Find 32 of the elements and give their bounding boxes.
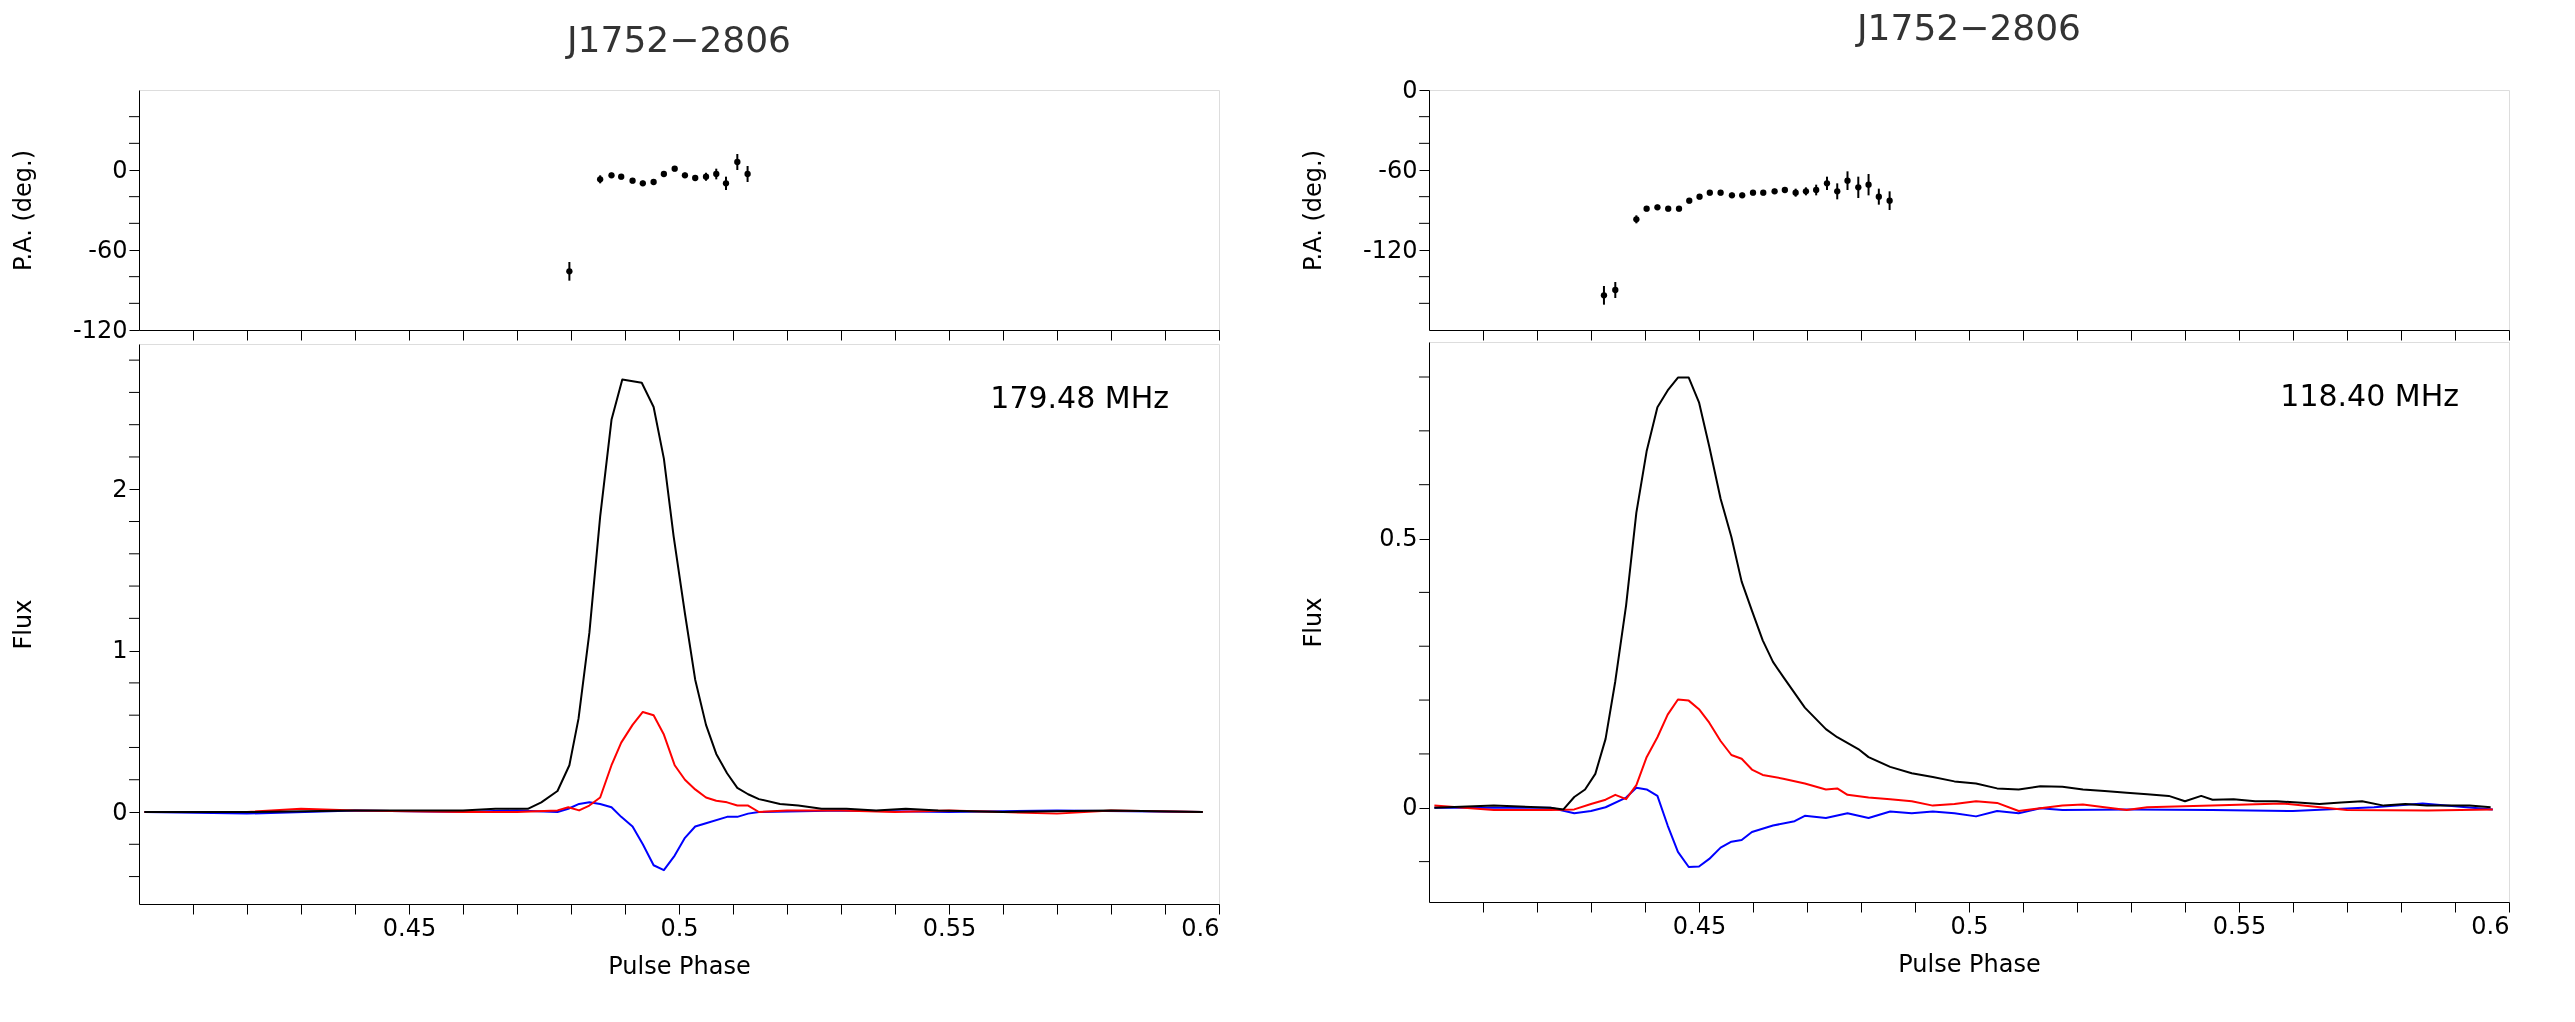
line-series — [143, 378, 1204, 814]
y-tick-label: -60 — [1378, 155, 1418, 184]
chart-title: J1752−2806 — [1854, 7, 2082, 48]
annotation: 118.40 MHz — [2280, 378, 2459, 413]
annotation: 179.48 MHz — [990, 380, 1169, 415]
x-tick-label: 0.55 — [922, 913, 977, 942]
x-tick-label: 0.6 — [2471, 911, 2510, 940]
y-tick-label: 0 — [112, 155, 128, 184]
y-tick-label: 0 — [112, 797, 128, 826]
x-tick-label: 0.45 — [382, 913, 437, 942]
x-axis-title: Pulse Phase — [608, 951, 751, 980]
y-axis-title: Flux — [1298, 597, 1327, 648]
y-tick-label: 1 — [112, 636, 128, 665]
x-tick-label: 0.45 — [1672, 911, 1727, 940]
y-tick-label: 0 — [1402, 793, 1418, 822]
x-tick-label: 0.55 — [2212, 911, 2267, 940]
y-tick-label: 0 — [1402, 75, 1418, 104]
x-axis-title: Pulse Phase — [1898, 949, 2041, 978]
y-axis-title: P.A. (deg.) — [8, 149, 37, 272]
y-tick-label: -60 — [88, 235, 128, 264]
x-tick-label: 0.5 — [660, 913, 699, 942]
line-series — [1433, 376, 2492, 811]
x-tick-label: 0.5 — [1950, 911, 1989, 940]
y-axis-title: P.A. (deg.) — [1298, 149, 1327, 272]
y-tick-label: -120 — [73, 315, 128, 344]
y-tick-label: 0.5 — [1379, 524, 1418, 553]
y-axis-title: Flux — [8, 599, 37, 650]
chart-title: J1752−2806 — [564, 19, 792, 60]
x-tick-label: 0.6 — [1181, 913, 1220, 942]
y-tick-label: 2 — [112, 474, 128, 503]
y-tick-label: -120 — [1363, 235, 1418, 264]
line-series — [1433, 698, 2494, 812]
